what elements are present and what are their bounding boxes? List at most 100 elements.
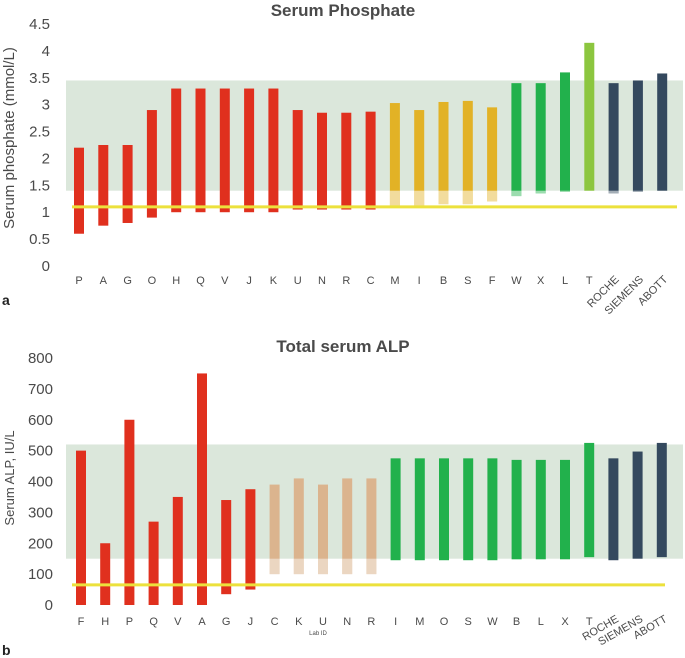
category-label: A (100, 275, 108, 287)
category-label: V (221, 275, 229, 287)
y-tick-label: 0.5 (29, 231, 50, 248)
range-bar (100, 543, 111, 605)
range-bar (608, 83, 619, 194)
y-tick-label: 0 (45, 597, 53, 614)
range-bar (389, 103, 400, 207)
category-label: B (440, 275, 447, 287)
y-axis-label: Serum phosphate (mmol/L) (1, 47, 18, 229)
category-label: F (489, 275, 496, 287)
range-bar (76, 450, 86, 605)
range-bar (269, 484, 280, 575)
category-label: N (343, 616, 351, 628)
y-tick-label: 100 (28, 566, 53, 583)
y-tick-label: 300 (28, 504, 53, 521)
y-tick-label: 200 (28, 535, 53, 552)
y-tick-label: 600 (28, 412, 53, 429)
range-bar (487, 458, 498, 561)
category-label: L (562, 275, 568, 287)
range-bar (292, 110, 303, 210)
range-bar (342, 478, 353, 575)
range-bar (535, 459, 546, 560)
range-bar (511, 83, 522, 197)
range-bar-lower-segment (608, 190, 619, 194)
range-bar (293, 478, 304, 575)
range-bar (244, 88, 255, 213)
category-label: Q (149, 616, 158, 628)
range-bar-lower-segment (438, 190, 449, 205)
range-bar-lower-segment (366, 558, 377, 575)
category-label: J (248, 616, 254, 628)
range-bar-lower-segment (462, 190, 473, 205)
category-label: O (440, 616, 449, 628)
category-label: Q (196, 275, 205, 287)
category-label: M (390, 275, 399, 287)
category-label: M (415, 616, 424, 628)
panel-b: Total serum ALP b Serum ALP, IU/L Lab ID… (2, 337, 683, 658)
chart-title: Total serum ALP (276, 337, 409, 356)
range-bar (487, 107, 498, 202)
category-label: T (586, 275, 593, 287)
category-label: V (174, 616, 182, 628)
range-bar (511, 459, 522, 560)
range-bar (197, 373, 207, 605)
range-bar (463, 458, 474, 561)
category-label: J (246, 275, 252, 287)
y-tick-label: 2.5 (29, 124, 50, 141)
range-bar-lower-segment (560, 190, 570, 192)
range-bar (341, 112, 352, 210)
range-bar-lower-segment (535, 190, 546, 194)
range-bar (146, 110, 157, 218)
range-bar (584, 42, 595, 191)
category-label: W (487, 616, 498, 628)
y-tick-label: 400 (28, 474, 53, 491)
range-bar (219, 88, 230, 213)
category-label: H (172, 275, 180, 287)
category-label: C (271, 616, 279, 628)
category-label: G (222, 616, 231, 628)
range-bar-lower-segment (293, 558, 304, 575)
range-bar (148, 521, 159, 605)
range-bar (608, 458, 619, 561)
range-bar (195, 88, 206, 213)
range-bar (656, 442, 667, 558)
y-tick-label: 3.5 (29, 70, 50, 87)
category-label: N (318, 275, 326, 287)
range-bar-lower-segment (389, 190, 400, 207)
category-label: I (394, 616, 397, 628)
y-tick-label: 4.5 (29, 16, 50, 33)
category-label: G (123, 275, 132, 287)
range-bar-lower-segment (318, 558, 328, 575)
range-bar (632, 80, 643, 192)
category-label: U (319, 616, 327, 628)
range-bar (366, 478, 377, 575)
y-tick-label: 4 (42, 43, 50, 60)
range-bar-lower-segment (632, 190, 643, 192)
category-label: X (537, 275, 545, 287)
range-bar (560, 459, 570, 560)
category-label: R (367, 616, 375, 628)
category-label: T (586, 616, 593, 628)
range-bar (414, 458, 425, 561)
range-bar-lower-segment (269, 558, 280, 575)
range-bar (172, 496, 183, 605)
range-bar (439, 458, 449, 561)
category-label: B (513, 616, 520, 628)
category-label: W (511, 275, 522, 287)
range-bar (98, 145, 109, 226)
y-tick-label: 800 (28, 350, 53, 367)
range-bar (318, 484, 328, 575)
range-bar (414, 110, 425, 207)
panel-letter: a (2, 292, 10, 308)
category-label: U (294, 275, 302, 287)
panel-letter: b (2, 642, 11, 658)
category-label: I (418, 275, 421, 287)
x-axis-label: Lab ID (309, 631, 327, 637)
range-bar-lower-segment (487, 190, 498, 202)
category-label: L (538, 616, 544, 628)
chart-title: Serum Phosphate (271, 1, 416, 20)
range-bar (245, 489, 256, 590)
category-label: O (148, 275, 157, 287)
y-tick-label: 700 (28, 381, 53, 398)
category-label: R (342, 275, 350, 287)
